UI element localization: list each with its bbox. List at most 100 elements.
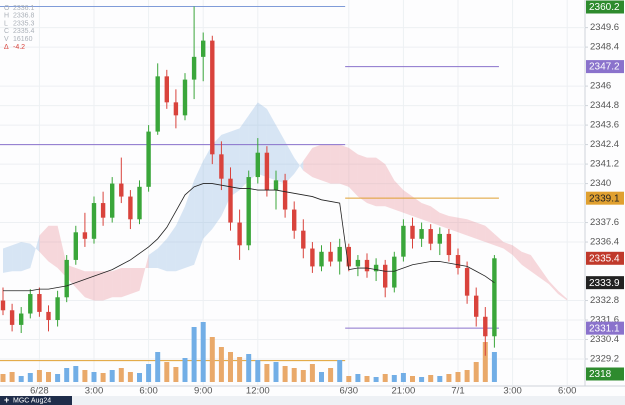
cloud-segment [166,225,176,272]
cloud-segment [148,248,158,269]
candle-body [210,40,215,155]
candle-body [119,183,124,197]
volume-bar [36,370,42,382]
candle-body [228,178,233,223]
volume-bar [109,370,115,382]
cloud-segment [121,268,131,298]
volume-bar [309,364,315,382]
cloud-segment [48,225,58,269]
symbol-tab[interactable] [0,396,72,405]
level-badge-label: 2339.1 [589,193,620,204]
y-tick-label: 2330.4 [590,334,619,345]
volume-bar [27,373,33,382]
ma-badge [586,276,624,290]
candle-body [219,154,224,179]
info-label: O [4,5,10,12]
candle-body [301,230,306,249]
cloud-segment [321,144,331,184]
cloud-segment [39,225,49,262]
candle-body [492,258,497,337]
level-badge-label: 2331.1 [589,323,620,334]
candle-body [292,209,297,231]
cloud-segment [348,147,358,197]
edge-badge-label: 2360.2 [589,2,620,13]
volume-bar [137,373,142,382]
edge-badge-label: 2318 [589,369,612,380]
y-tick-label: 2331.6 [590,315,619,326]
candle-body [282,180,288,210]
candle-body [446,233,452,256]
volume-bar [255,360,261,382]
volume-bar [373,377,379,382]
volume-bar [428,375,434,382]
info-value: 2335.4 [13,28,35,35]
candle-body [483,316,488,337]
info-value: 2336.1 [13,5,35,12]
candle-body [64,259,69,298]
candle-body [455,255,461,269]
y-tick-label: 2337.6 [590,217,619,228]
candle-body [355,259,361,267]
cloud-segment [221,131,231,217]
candle-body [410,225,415,239]
y-tick-label: 2341.2 [590,159,619,170]
candle-body [464,268,470,296]
volume-bar [282,366,288,382]
info-label: L [4,20,8,27]
cloud-segment [521,251,531,272]
cloud-segment [339,144,349,187]
y-tick-label: 2340 [590,178,611,189]
x-tick-label: 6:00 [139,386,158,397]
y-tick-label: 2343.6 [590,120,619,131]
candle-body [137,186,142,220]
candle-body [246,177,251,246]
candle-body [82,232,88,239]
ma-badge-label: 2333.9 [589,278,620,289]
y-tick-label: 2332.8 [590,295,619,306]
volume-bar [100,373,106,382]
candle-body [191,56,197,80]
cloud-segment [12,242,22,272]
candle-body [46,311,51,321]
volume-bar [91,372,97,382]
cloud-segment [66,264,76,288]
volume-bar [200,322,206,382]
volume-bar [491,352,497,382]
volume-bar [455,372,461,382]
level-badge [586,321,624,335]
cloud-segment [512,245,522,265]
cloud-segment [203,144,213,239]
y-tick-label: 2346 [590,81,611,92]
info-value: 2336.8 [13,13,35,20]
y-tick-label: 2336.4 [590,237,619,248]
volume-bar [364,376,370,382]
cloud-segment [330,144,340,184]
volume-bar [264,364,270,382]
volume-bar [9,372,15,382]
candle-body [419,229,424,239]
y-tick-label: 2349.6 [590,22,619,33]
candle-body [73,232,78,260]
volume-bar [400,373,406,382]
candle-body [237,222,242,246]
candle-body [319,251,324,267]
cloud-segment [421,203,431,223]
cloud-segment [558,290,568,301]
cloud-segment [376,157,386,207]
volume-bar [382,374,388,382]
cloud-segment [394,180,404,213]
cloud-segment [503,242,513,256]
x-tick-label: 6:00 [558,386,577,397]
cloud-segment [549,281,559,295]
candle-body [364,259,370,272]
last-price-badge-label: 2335.4 [589,253,620,264]
info-label: H [4,13,9,20]
cloud-segment [312,144,322,181]
cloud-segment [3,245,13,273]
x-tick-label: 7/1 [451,386,464,397]
footer [0,396,625,405]
candle-body [28,294,33,314]
volume-bar [273,362,279,382]
volume-bar [173,367,179,382]
